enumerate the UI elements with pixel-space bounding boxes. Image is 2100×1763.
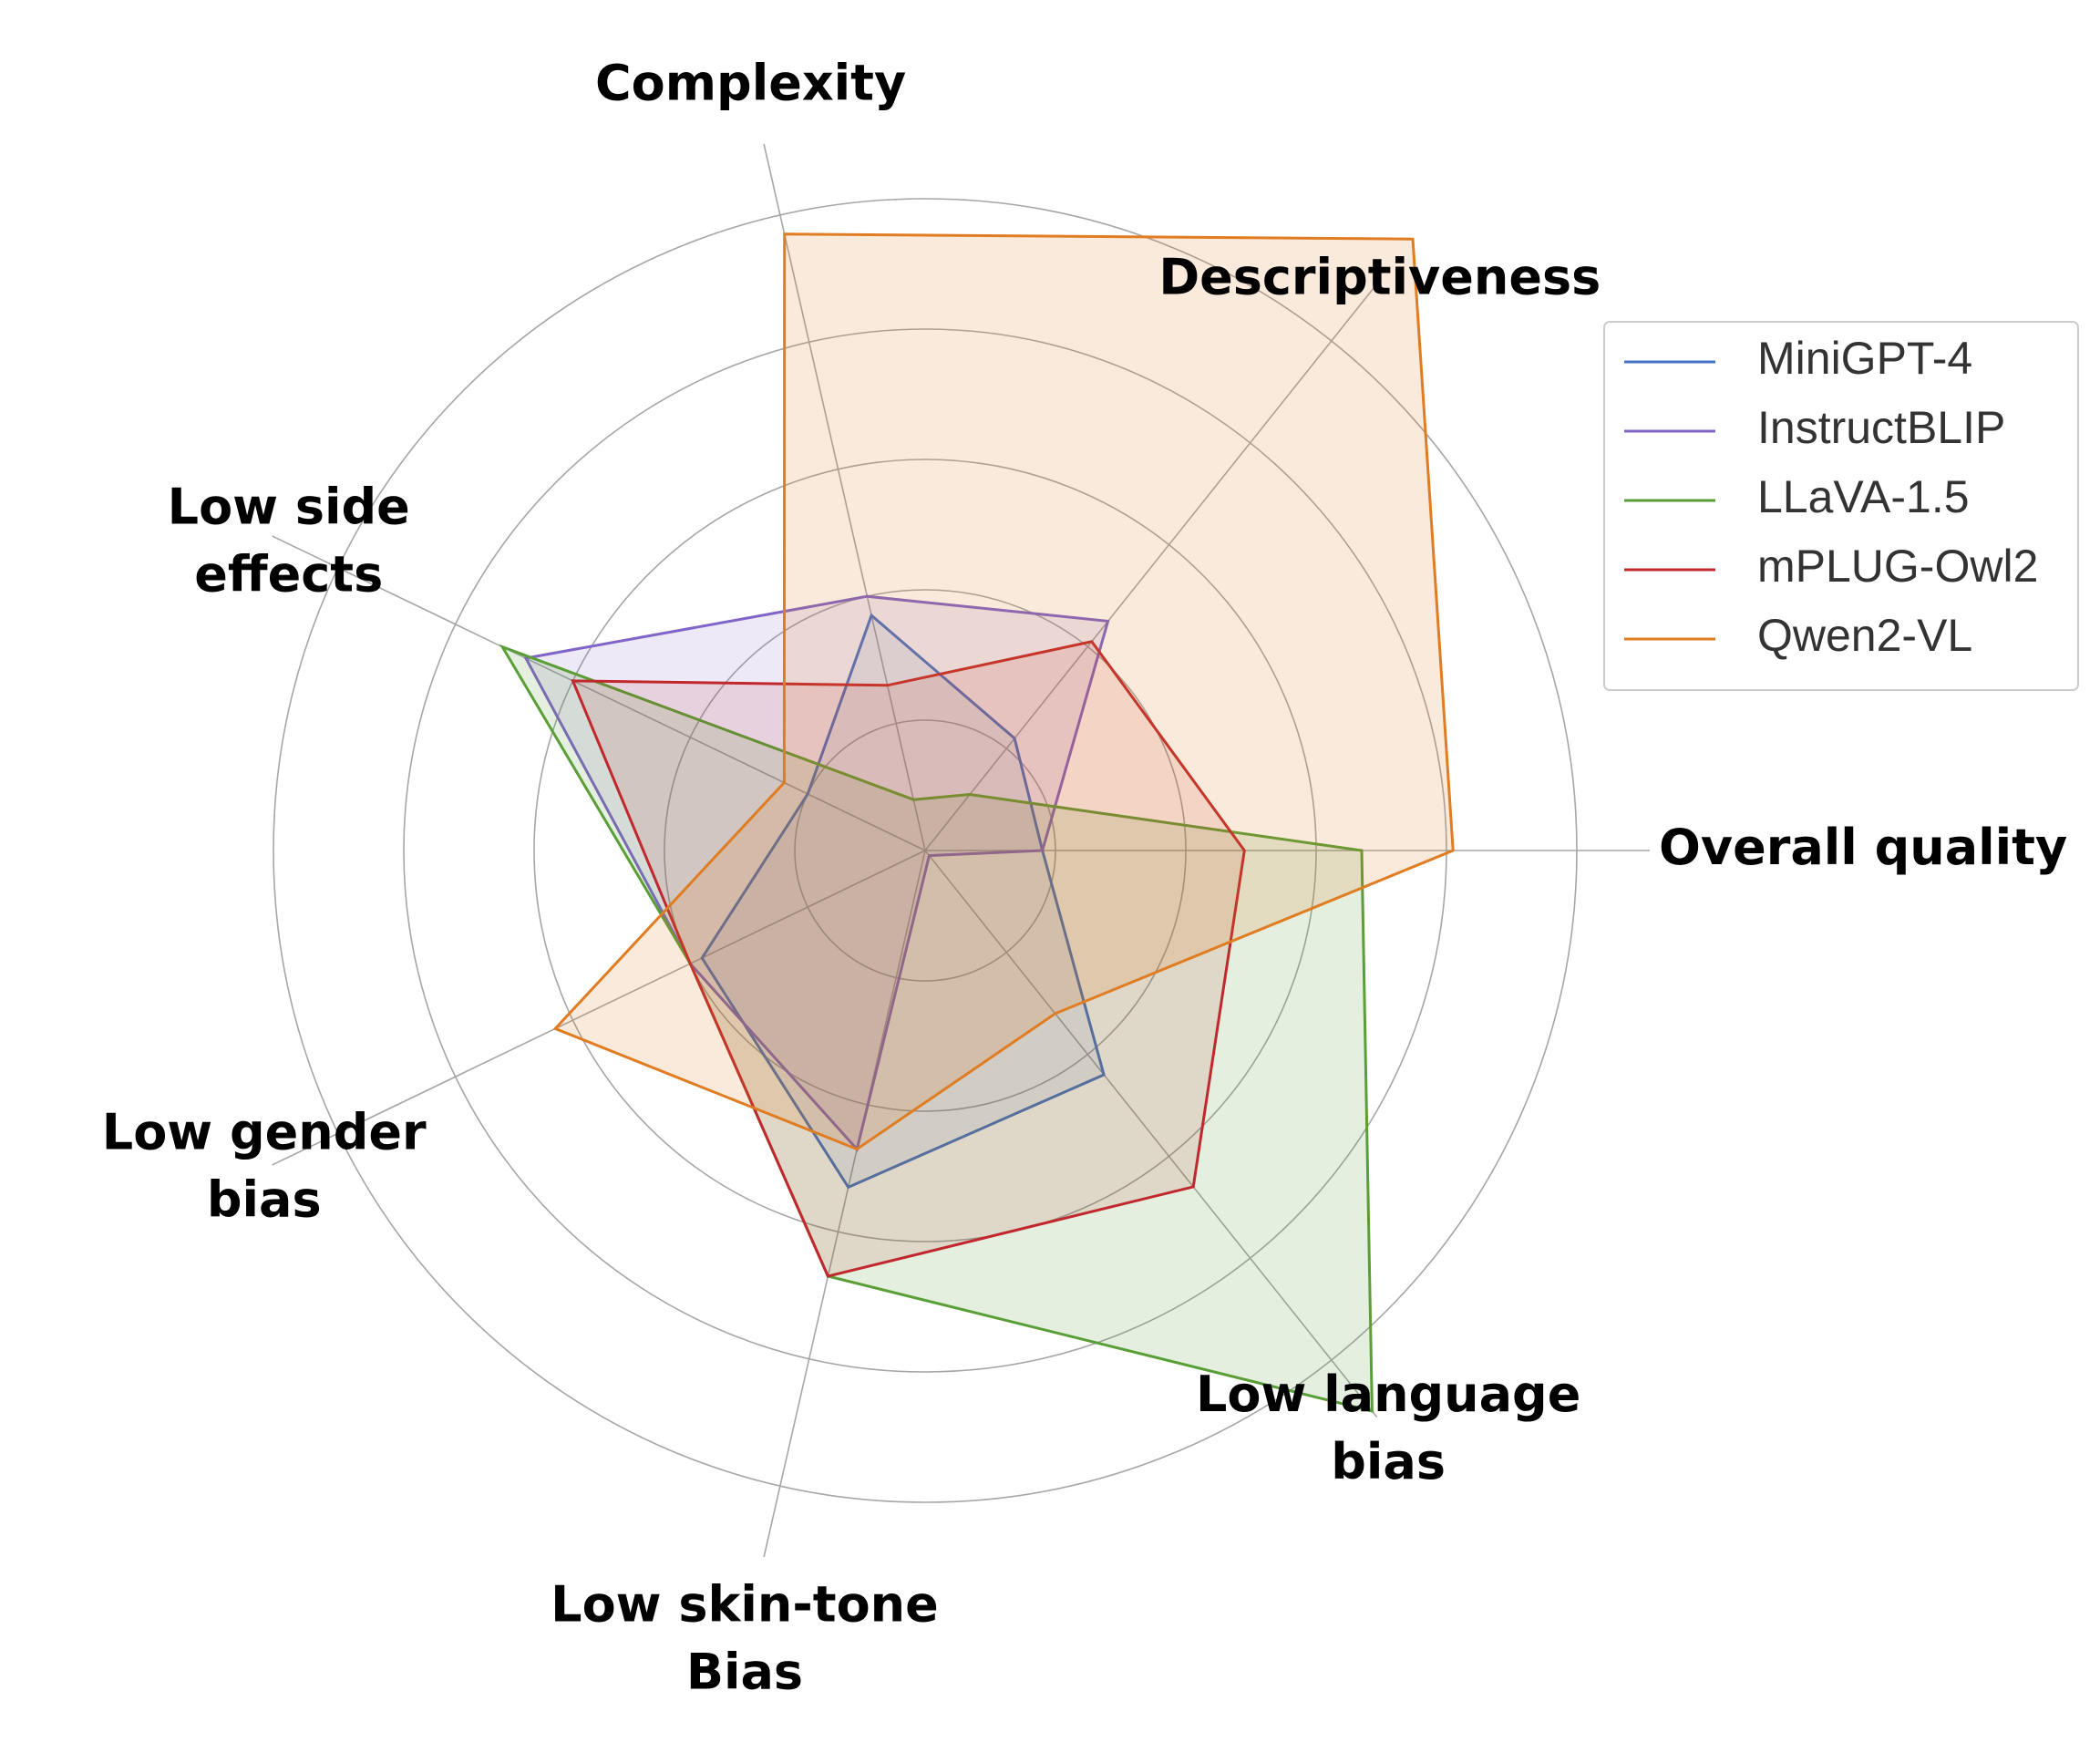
legend-label-minigpt-4: MiniGPT-4 xyxy=(1757,333,1972,384)
axis-spoke-low-side-effects xyxy=(272,535,926,851)
axis-label-line: Low skin-tone xyxy=(551,1575,939,1633)
axis-label-line: bias xyxy=(1331,1433,1446,1490)
legend-label-llava-1-5: LLaVA-1.5 xyxy=(1757,471,1970,522)
legend-label-mplug-owl2: mPLUG-Owl2 xyxy=(1757,541,2038,592)
series-instructblip xyxy=(523,594,1110,1152)
axis-label-line: Bias xyxy=(686,1643,803,1700)
axis-spoke-low-skin-tone-bias xyxy=(763,850,926,1558)
grid-layer xyxy=(272,143,1650,1558)
axis-label-line: Overall quality xyxy=(1659,819,2067,876)
series-minigpt-4 xyxy=(700,613,1106,1190)
axis-label-line: Complexity xyxy=(595,54,906,111)
axis-spoke-low-gender-bias xyxy=(272,850,926,1166)
axis-label-line: Low language xyxy=(1196,1366,1580,1423)
axis-label-overall-quality: Overall quality xyxy=(1659,819,2067,876)
legend: MiniGPT-4 InstructBLIP LLaVA-1.5 mPLUG-Owl2… xyxy=(1603,321,2079,691)
axis-label-line: Descriptiveness xyxy=(1158,248,1601,305)
axis-label-descriptiveness: Descriptiveness xyxy=(1158,248,1601,305)
axis-spoke-low-language-bias xyxy=(924,850,1378,1418)
series-llava-1-5 xyxy=(499,644,1374,1413)
series-layer xyxy=(499,232,1455,1413)
axis-label-line: Low side xyxy=(168,478,410,535)
axis-label-low-language-bias: Low language bias xyxy=(1196,1366,1580,1490)
axis-label-low-side-effects: Low side effects xyxy=(168,478,410,603)
axis-label-low-skin-tone-bias: Low skin-tone Bias xyxy=(551,1575,939,1700)
axis-label-line: bias xyxy=(207,1170,322,1228)
legend-label-qwen2-vl: Qwen2-VL xyxy=(1757,610,1972,661)
axis-label-layer: Overall quality Descriptiveness Complexity… xyxy=(102,54,2067,1700)
axis-label-line: effects xyxy=(194,545,383,603)
axis-label-line: Low gender xyxy=(102,1103,427,1160)
axis-spoke-complexity xyxy=(763,143,926,851)
axis-label-low-gender-bias: Low gender bias xyxy=(102,1103,427,1228)
legend-label-instructblip: InstructBLIP xyxy=(1757,402,2005,453)
legend-frame xyxy=(1603,321,2079,691)
series-qwen2-vl xyxy=(552,232,1455,1151)
axis-label-complexity: Complexity xyxy=(595,54,906,111)
axis-spoke-descriptiveness xyxy=(924,283,1378,851)
series-mplug-owl2 xyxy=(571,640,1246,1278)
